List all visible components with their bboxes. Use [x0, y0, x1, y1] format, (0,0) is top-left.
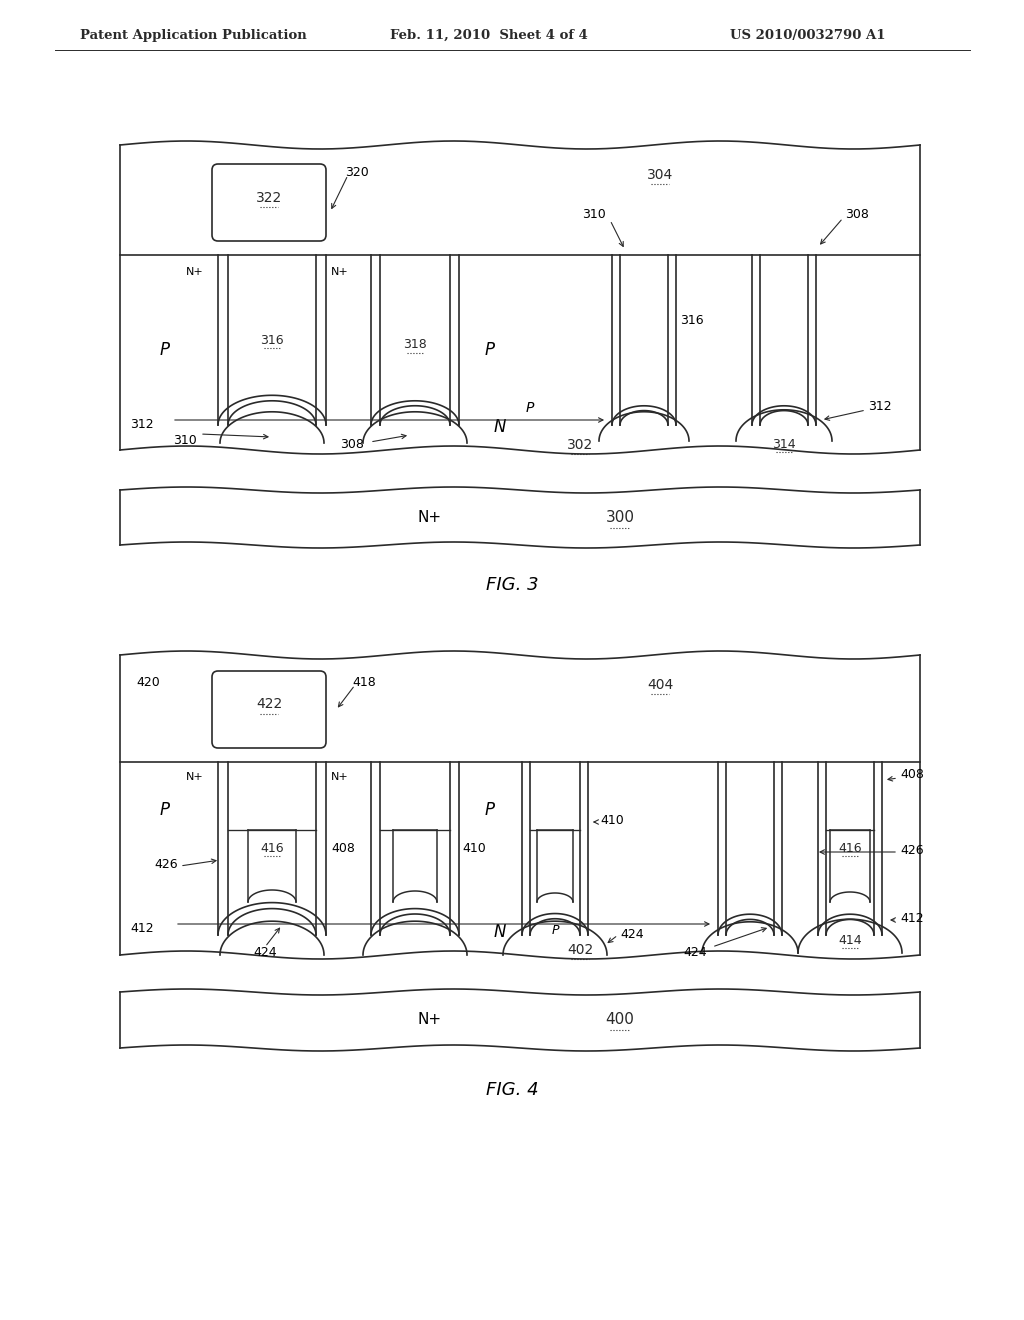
Text: 420: 420: [136, 676, 160, 689]
Text: P: P: [551, 924, 559, 936]
Text: N: N: [494, 923, 506, 941]
Text: 320: 320: [345, 165, 369, 178]
Text: 400: 400: [605, 1012, 635, 1027]
Text: N+: N+: [418, 511, 442, 525]
Text: 300: 300: [605, 511, 635, 525]
Text: P: P: [160, 801, 170, 818]
Text: P: P: [160, 341, 170, 359]
Text: 412: 412: [130, 921, 154, 935]
Text: 424: 424: [683, 945, 707, 958]
Text: 408: 408: [331, 842, 355, 854]
Text: N+: N+: [186, 267, 204, 277]
Text: 410: 410: [462, 842, 485, 854]
Text: 308: 308: [845, 209, 869, 222]
Text: 404: 404: [647, 678, 673, 692]
Text: 426: 426: [900, 843, 924, 857]
Text: N+: N+: [331, 267, 349, 277]
Text: 318: 318: [403, 338, 427, 351]
Text: 302: 302: [567, 438, 593, 451]
Text: Feb. 11, 2010  Sheet 4 of 4: Feb. 11, 2010 Sheet 4 of 4: [390, 29, 588, 41]
Text: N+: N+: [331, 772, 349, 781]
Text: 414: 414: [839, 933, 862, 946]
Text: 424: 424: [253, 945, 276, 958]
Text: N: N: [494, 418, 506, 436]
Text: 310: 310: [173, 433, 197, 446]
Text: 316: 316: [680, 314, 703, 326]
Text: N+: N+: [186, 772, 204, 781]
Text: 316: 316: [260, 334, 284, 346]
Text: 412: 412: [900, 912, 924, 924]
Text: P: P: [525, 401, 535, 414]
Text: 410: 410: [600, 813, 624, 826]
Text: 416: 416: [260, 842, 284, 854]
Text: 310: 310: [582, 209, 606, 222]
Text: 416: 416: [839, 842, 862, 854]
Text: 402: 402: [567, 942, 593, 957]
Text: P: P: [485, 801, 495, 818]
Text: 322: 322: [256, 190, 283, 205]
Text: P: P: [485, 341, 495, 359]
Text: FIG. 4: FIG. 4: [485, 1081, 539, 1100]
Text: Patent Application Publication: Patent Application Publication: [80, 29, 307, 41]
Text: 422: 422: [256, 697, 283, 711]
Text: N+: N+: [418, 1012, 442, 1027]
Text: 314: 314: [772, 437, 796, 450]
Text: US 2010/0032790 A1: US 2010/0032790 A1: [730, 29, 886, 41]
Text: 426: 426: [155, 858, 178, 870]
Text: 408: 408: [900, 768, 924, 781]
Text: 312: 312: [130, 418, 154, 432]
Text: 424: 424: [620, 928, 644, 941]
Text: 304: 304: [647, 168, 673, 182]
Text: 418: 418: [352, 676, 376, 689]
Text: 308: 308: [340, 438, 364, 451]
Text: 312: 312: [868, 400, 892, 412]
Text: FIG. 3: FIG. 3: [485, 576, 539, 594]
